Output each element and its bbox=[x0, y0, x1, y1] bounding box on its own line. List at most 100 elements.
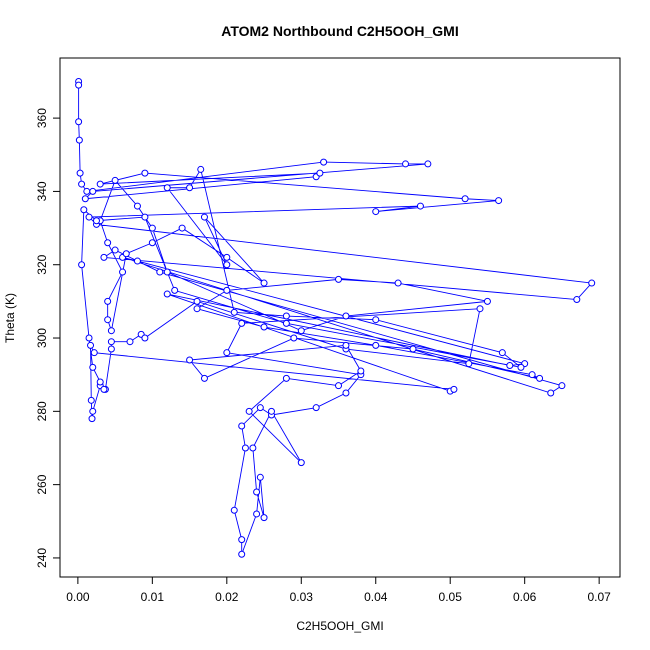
data-point bbox=[148, 239, 156, 247]
data-point bbox=[241, 444, 249, 452]
data-point bbox=[558, 382, 566, 390]
data-point bbox=[238, 536, 246, 544]
data-point bbox=[230, 506, 238, 514]
x-tick-label: 0.01 bbox=[141, 590, 165, 604]
data-point bbox=[87, 396, 95, 404]
data-point bbox=[588, 279, 596, 287]
data-point bbox=[342, 389, 350, 397]
data-point bbox=[416, 202, 424, 210]
data-point bbox=[372, 208, 380, 216]
data-point bbox=[186, 184, 194, 192]
data-point bbox=[256, 473, 264, 481]
data-point bbox=[178, 224, 186, 232]
x-tick-label: 0.02 bbox=[215, 590, 239, 604]
data-point bbox=[163, 184, 171, 192]
data-point bbox=[450, 385, 458, 393]
data-point bbox=[260, 279, 268, 287]
data-point bbox=[424, 160, 432, 168]
data-point bbox=[75, 136, 83, 144]
data-point bbox=[476, 305, 484, 313]
data-point bbox=[245, 407, 253, 415]
data-point bbox=[238, 319, 246, 327]
data-point bbox=[111, 246, 119, 254]
data-point bbox=[282, 374, 290, 382]
data-point bbox=[223, 261, 231, 269]
data-point bbox=[223, 253, 231, 261]
data-point bbox=[282, 319, 290, 327]
data-point bbox=[100, 385, 108, 393]
data-point bbox=[89, 363, 97, 371]
y-tick-label: 240 bbox=[35, 548, 49, 568]
data-point bbox=[238, 550, 246, 558]
data-point bbox=[80, 206, 88, 214]
data-point bbox=[335, 275, 343, 283]
data-point bbox=[260, 323, 268, 331]
data-point bbox=[249, 444, 257, 452]
data-point bbox=[81, 195, 89, 203]
data-point bbox=[133, 257, 141, 265]
x-tick-label: 0.00 bbox=[66, 590, 90, 604]
data-point bbox=[163, 268, 171, 276]
data-point bbox=[78, 180, 86, 188]
data-point bbox=[409, 345, 417, 353]
data-point bbox=[148, 224, 156, 232]
data-point bbox=[483, 297, 491, 305]
data-point bbox=[290, 334, 298, 342]
data-point bbox=[96, 180, 104, 188]
x-tick-label: 0.07 bbox=[587, 590, 611, 604]
data-point bbox=[402, 160, 410, 168]
data-point bbox=[193, 297, 201, 305]
data-point bbox=[76, 169, 84, 177]
data-point bbox=[141, 213, 149, 221]
data-point bbox=[238, 422, 246, 430]
data-point bbox=[200, 213, 208, 221]
data-point bbox=[320, 158, 328, 166]
data-point bbox=[85, 334, 93, 342]
data-point bbox=[104, 239, 112, 247]
data-point bbox=[357, 367, 365, 375]
data-point bbox=[75, 118, 83, 126]
data-point bbox=[193, 305, 201, 313]
data-point bbox=[297, 327, 305, 335]
y-tick-label: 360 bbox=[35, 108, 49, 128]
data-point bbox=[316, 169, 324, 177]
data-point bbox=[573, 296, 581, 304]
data-point bbox=[87, 341, 95, 349]
data-point bbox=[78, 261, 86, 269]
data-point bbox=[223, 349, 231, 357]
data-point bbox=[282, 312, 290, 320]
data-point bbox=[126, 338, 134, 346]
x-axis-label: C2H5OOH_GMI bbox=[296, 619, 383, 633]
data-point bbox=[107, 327, 115, 335]
data-point bbox=[253, 488, 261, 496]
data-point bbox=[547, 389, 555, 397]
data-point bbox=[133, 202, 141, 210]
data-point bbox=[107, 345, 115, 353]
data-point bbox=[528, 371, 536, 379]
data-point bbox=[312, 404, 320, 412]
data-point bbox=[141, 334, 149, 342]
data-point bbox=[260, 514, 268, 522]
data-point bbox=[253, 510, 261, 518]
x-tick-label: 0.06 bbox=[513, 590, 537, 604]
x-tick-label: 0.05 bbox=[439, 590, 463, 604]
data-point bbox=[88, 415, 96, 423]
data-point bbox=[104, 316, 112, 324]
data-point bbox=[372, 316, 380, 324]
data-point bbox=[536, 374, 544, 382]
data-point bbox=[267, 407, 275, 415]
data-point bbox=[342, 312, 350, 320]
y-tick-label: 280 bbox=[35, 401, 49, 421]
data-point bbox=[119, 268, 127, 276]
data-point bbox=[256, 404, 264, 412]
data-point bbox=[335, 382, 343, 390]
data-point bbox=[75, 81, 83, 89]
y-tick-label: 320 bbox=[35, 254, 49, 274]
data-point bbox=[498, 349, 506, 357]
y-axis-label: Theta (K) bbox=[3, 293, 17, 343]
data-point bbox=[122, 250, 130, 258]
data-point bbox=[465, 360, 473, 368]
data-point bbox=[83, 187, 91, 195]
data-point bbox=[104, 297, 112, 305]
